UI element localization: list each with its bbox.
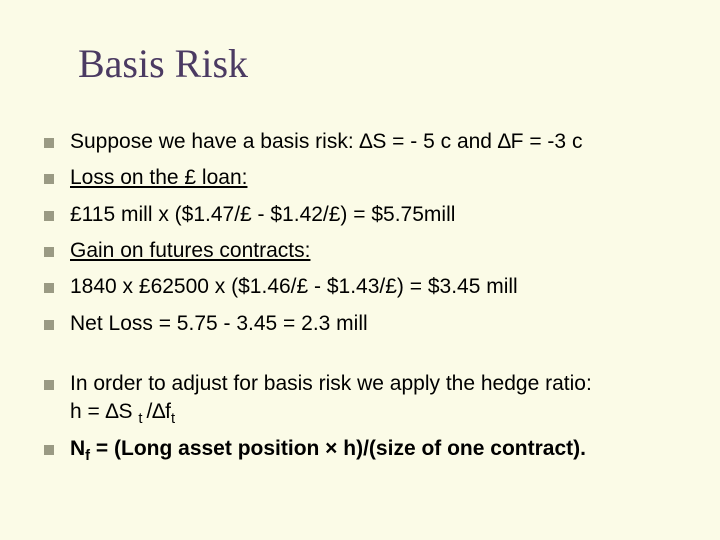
- list-item: Net Loss = 5.75 - 3.45 = 2.3 mill: [44, 310, 680, 338]
- underlined-text: Gain on futures contracts:: [70, 239, 310, 262]
- bullet-icon: [44, 138, 54, 148]
- underlined-text: Loss on the £ loan:: [70, 166, 247, 189]
- list-item: Gain on futures contracts:: [44, 237, 680, 265]
- list-item: Loss on the £ loan:: [44, 164, 680, 192]
- bullet-icon: [44, 211, 54, 221]
- list-item-text: £115 mill x ($1.47/£ - $1.42/£) = $5.75m…: [70, 201, 680, 229]
- bullet-icon: [44, 380, 54, 390]
- list-item-text: 1840 x £62500 x ($1.46/£ - $1.43/£) = $3…: [70, 273, 680, 301]
- spacer: [44, 346, 680, 370]
- list-item: Suppose we have a basis risk: ∆S = - 5 c…: [44, 128, 680, 156]
- list-item: £115 mill x ($1.47/£ - $1.42/£) = $5.75m…: [44, 201, 680, 229]
- slide: Basis Risk Suppose we have a basis risk:…: [0, 0, 720, 540]
- bullet-icon: [44, 247, 54, 257]
- list-item: 1840 x £62500 x ($1.46/£ - $1.43/£) = $3…: [44, 273, 680, 301]
- line-1: In order to adjust for basis risk we app…: [70, 372, 592, 395]
- slide-title: Basis Risk: [78, 40, 248, 87]
- list-item-text: Net Loss = 5.75 - 3.45 = 2.3 mill: [70, 310, 680, 338]
- bullet-icon: [44, 445, 54, 455]
- list-item-text: Suppose we have a basis risk: ∆S = - 5 c…: [70, 128, 680, 156]
- list-item-text: In order to adjust for basis risk we app…: [70, 370, 680, 427]
- list-item-text: Gain on futures contracts:: [70, 237, 680, 265]
- line-2-mid: /∆f: [146, 400, 171, 423]
- bullet-icon: [44, 283, 54, 293]
- bold-post: = (Long asset position × h)/(size of one…: [90, 437, 586, 460]
- list-item: In order to adjust for basis risk we app…: [44, 370, 680, 427]
- subscript: t: [171, 412, 175, 428]
- bullet-icon: [44, 174, 54, 184]
- bullet-icon: [44, 320, 54, 330]
- line-2-prefix: h = ∆S: [70, 400, 138, 423]
- list-item-text: Nf = (Long asset position × h)/(size of …: [70, 435, 680, 463]
- slide-body: Suppose we have a basis risk: ∆S = - 5 c…: [44, 128, 680, 471]
- list-item: Nf = (Long asset position × h)/(size of …: [44, 435, 680, 463]
- list-item-text: Loss on the £ loan:: [70, 164, 680, 192]
- bold-pre: N: [70, 437, 85, 460]
